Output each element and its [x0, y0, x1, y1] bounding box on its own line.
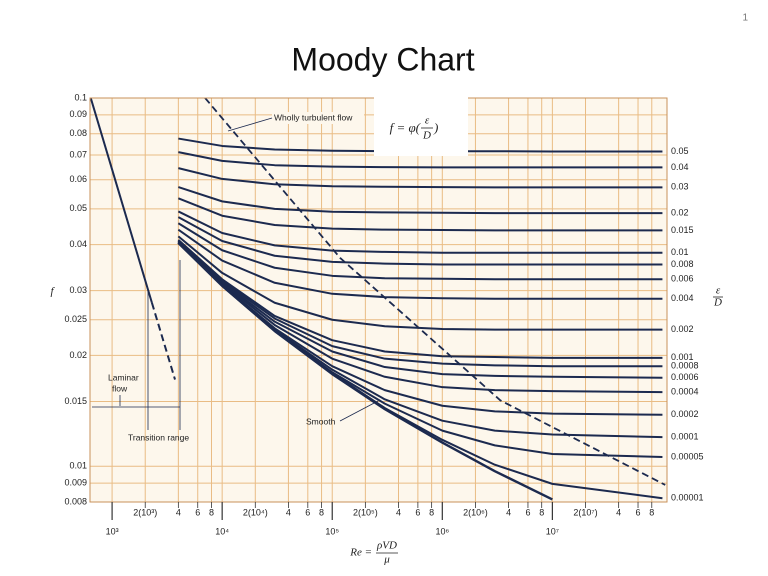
- series-label: 0.05: [671, 146, 689, 156]
- tick-labels: 0.1 0.09 0.08 0.07 0.06 0.05 0.04 0.03 0.025 0.02…: [64, 92, 703, 536]
- label-bg: [272, 112, 364, 124]
- y-tick-label: 0.03: [69, 285, 87, 295]
- y-tick-label: 0.09: [69, 109, 87, 119]
- x-tick-label: 4: [506, 507, 511, 517]
- series-label: 0.0008: [671, 361, 699, 371]
- series-label: 0.00001: [671, 493, 704, 503]
- series-label: 0.01: [671, 247, 689, 257]
- series-label: 0.0001: [671, 432, 699, 442]
- x-tick-label: 8: [429, 507, 434, 517]
- curves: [90, 98, 666, 501]
- x-tick-label: 10⁵: [325, 526, 339, 536]
- y-tick-label: 0.07: [69, 149, 87, 159]
- series-label: 0.008: [671, 259, 694, 269]
- series-label: 0.02: [671, 207, 689, 217]
- x-tick-label: 10⁷: [546, 526, 559, 536]
- laminar-label: flow: [112, 383, 128, 393]
- series-label: 0.0006: [671, 372, 699, 382]
- series-line: [177, 239, 663, 368]
- smooth-label: Smooth: [306, 416, 336, 426]
- x-tick-label: 4: [616, 507, 621, 517]
- page-number: 1: [742, 13, 748, 24]
- x-tick-label: 6: [636, 507, 641, 517]
- chart-title: Moody Chart: [291, 41, 474, 77]
- laminar-line: [90, 98, 153, 304]
- y-tick-label: 0.06: [69, 174, 87, 184]
- series-line: [177, 235, 663, 331]
- y-tick-label: 0.05: [69, 203, 87, 213]
- y-tick-label: 0.08: [69, 128, 87, 138]
- series-line: [177, 222, 663, 281]
- y-tick-label: 0.04: [69, 239, 87, 249]
- formula-lhs: f = φ(: [390, 120, 421, 135]
- y-tick-label: 0.01: [69, 461, 87, 471]
- series-line: [177, 240, 663, 379]
- leader-line: [227, 117, 273, 132]
- transition-label: Transition range: [128, 432, 189, 442]
- x-tick-label: 10⁴: [215, 526, 229, 536]
- y-axis-label: f: [50, 286, 55, 298]
- y-tick-label: 0.1: [74, 92, 87, 102]
- series-label: 0.015: [671, 225, 694, 235]
- x-tick-label: 8: [649, 507, 654, 517]
- series-line: [177, 197, 663, 232]
- formula-den: D: [422, 130, 431, 142]
- y-tick-label: 0.025: [64, 314, 87, 324]
- series-label: 0.006: [671, 274, 694, 284]
- x-tick-label: 8: [209, 507, 214, 517]
- x-tick-label: 4: [396, 507, 401, 517]
- critical-line: [150, 302, 176, 380]
- series-label: 0.0004: [671, 387, 699, 397]
- x-tick-label: 6: [305, 507, 310, 517]
- x-tick-label: 2(10³): [133, 507, 157, 517]
- x-tick-label: 10³: [106, 526, 119, 536]
- y-tick-label: 0.009: [64, 478, 87, 488]
- series-label: 0.0002: [671, 409, 699, 419]
- series-line: [177, 239, 663, 359]
- laminar-label: Laminar: [108, 372, 139, 382]
- series-label: 0.001: [671, 352, 694, 362]
- wholly-turbulent-line: [204, 98, 666, 486]
- x-tick-label: 4: [286, 507, 291, 517]
- y-tick-label: 0.02: [69, 350, 87, 360]
- x-tick-label: 8: [539, 507, 544, 517]
- x-tick-label: 4: [176, 507, 181, 517]
- formula-rhs: ): [433, 120, 438, 135]
- x-tick-label: 2(10⁷): [573, 507, 597, 517]
- series-line: [178, 167, 663, 189]
- x-tick-label: 2(10⁴): [243, 507, 268, 517]
- series-line: [178, 186, 663, 215]
- y-tick-label: 0.008: [64, 496, 87, 506]
- leader-line: [339, 400, 379, 422]
- series-label: 0.00005: [671, 451, 704, 461]
- x-tick-label: 8: [319, 507, 324, 517]
- series-line: [178, 151, 663, 169]
- formula-num: ε: [425, 115, 430, 127]
- series-line: [177, 210, 663, 254]
- x-tick-label: 2(10⁶): [463, 507, 488, 517]
- formula-box: [374, 94, 468, 156]
- y2-label-num: ε: [716, 285, 721, 297]
- series-label: 0.002: [671, 324, 694, 334]
- x-tick-label: 2(10⁵): [353, 507, 378, 517]
- wholly-turbulent-label: Wholly turbulent flow: [274, 112, 353, 122]
- x-tick-label: 6: [415, 507, 420, 517]
- x-tick-label: 10⁶: [435, 526, 449, 536]
- series-line: [177, 241, 663, 394]
- series-line: [177, 216, 663, 266]
- x-label-den: μ: [383, 554, 390, 566]
- x-tick-label: 6: [525, 507, 530, 517]
- x-label-num: ρVD: [376, 540, 397, 552]
- series-label: 0.004: [671, 293, 694, 303]
- series-label: 0.03: [671, 182, 689, 192]
- y-tick-label: 0.015: [64, 396, 87, 406]
- y2-label-den: D: [713, 297, 722, 309]
- x-label-lhs: Re =: [349, 547, 372, 559]
- x-tick-label: 6: [195, 507, 200, 517]
- series-label: 0.04: [671, 162, 689, 172]
- smooth-line: [177, 242, 553, 501]
